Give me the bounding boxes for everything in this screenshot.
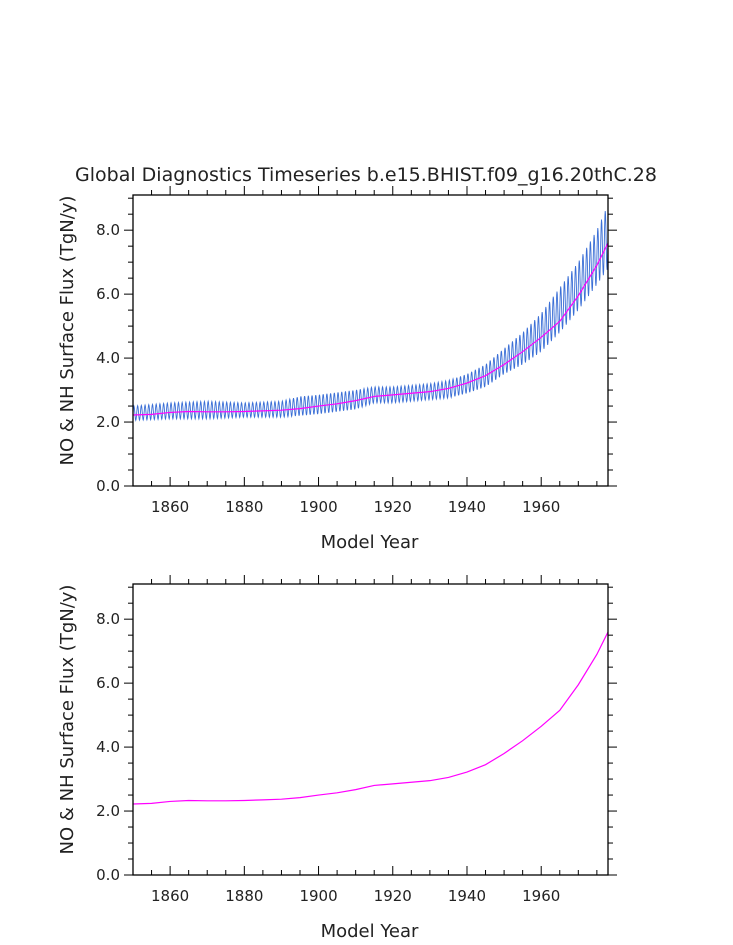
x-tick-label: 1900	[299, 887, 337, 905]
y-tick-label: 6.0	[96, 674, 120, 692]
x-axis-label: Model Year	[321, 532, 419, 553]
plot-frame	[132, 194, 609, 487]
y-tick-label: 0.0	[96, 866, 120, 884]
bottom-chart: 1860 1880 1900 1920 1940 1960 0.0 2.0 4.0 6.0 8.0 M…	[57, 575, 617, 942]
y-tick-label: 4.0	[96, 349, 120, 367]
monthly-series	[132, 210, 609, 422]
y-tick-label: 8.0	[96, 221, 120, 239]
x-tick-label: 1960	[522, 498, 560, 516]
annual-series-line	[132, 631, 609, 805]
y-axis-label: NO & NH Surface Flux (TgN/y)	[57, 196, 78, 466]
annual-series-line	[132, 242, 609, 416]
monthly-series-line	[132, 210, 609, 422]
x-tick-label: 1880	[225, 887, 263, 905]
x-tick-label: 1940	[448, 887, 486, 905]
x-tick-label: 1900	[299, 498, 337, 516]
plot-frame	[132, 583, 609, 876]
x-tick-label: 1860	[151, 498, 189, 516]
y-tick-label: 0.0	[96, 477, 120, 495]
x-tick-label: 1860	[151, 887, 189, 905]
y-tick-label: 4.0	[96, 738, 120, 756]
y-tick-label: 2.0	[96, 413, 120, 431]
y-tick-label: 2.0	[96, 802, 120, 820]
y-tick-label: 8.0	[96, 610, 120, 628]
x-tick-label: 1920	[374, 498, 412, 516]
x-tick-label: 1960	[522, 887, 560, 905]
x-tick-label: 1880	[225, 498, 263, 516]
chart-title: Global Diagnostics Timeseries b.e15.BHIS…	[75, 164, 657, 186]
top-chart: 1860 1880 1900 1920 1940 1960 0.0 2.0 4.0 6.0 8.0 M…	[57, 186, 617, 553]
y-axis-label: NO & NH Surface Flux (TgN/y)	[57, 585, 78, 855]
x-tick-label: 1920	[374, 887, 412, 905]
x-tick-label: 1940	[448, 498, 486, 516]
y-tick-label: 6.0	[96, 285, 120, 303]
x-axis-label: Model Year	[321, 921, 419, 942]
